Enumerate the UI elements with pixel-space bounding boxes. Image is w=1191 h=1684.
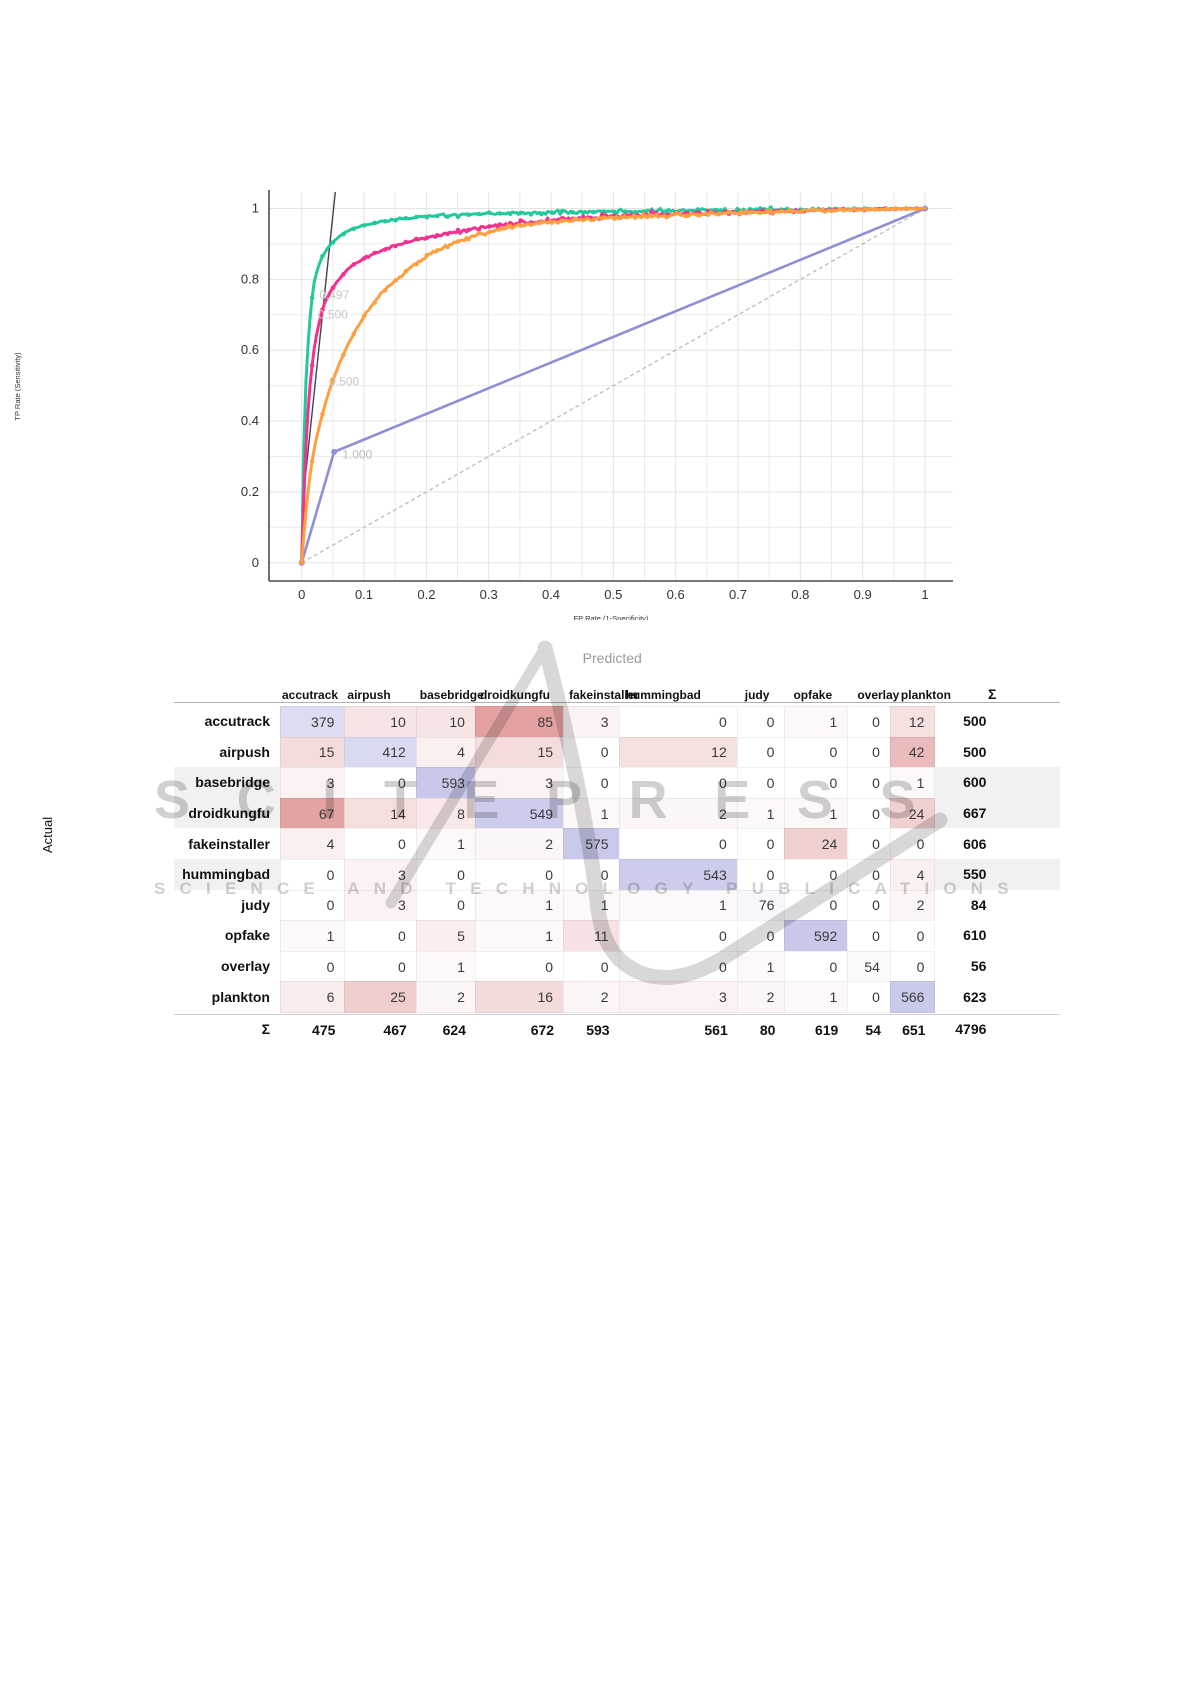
svg-text:0.4: 0.4	[542, 587, 560, 602]
svg-text:0.8: 0.8	[241, 271, 259, 286]
svg-text:0: 0	[252, 555, 259, 570]
svg-text:0.6: 0.6	[667, 587, 685, 602]
svg-text:1: 1	[252, 201, 259, 216]
svg-text:0.497: 0.497	[319, 288, 349, 302]
svg-text:0.7: 0.7	[729, 587, 747, 602]
svg-text:FP Rate (1-Specificity): FP Rate (1-Specificity)	[574, 614, 649, 620]
svg-text:0.2: 0.2	[241, 484, 259, 499]
svg-text:0.2: 0.2	[417, 587, 435, 602]
svg-text:0.8: 0.8	[791, 587, 809, 602]
svg-text:1.000: 1.000	[342, 447, 372, 461]
svg-text:0.500: 0.500	[329, 375, 359, 389]
svg-text:0.1: 0.1	[355, 587, 373, 602]
svg-text:0.5: 0.5	[604, 587, 622, 602]
svg-text:0.500: 0.500	[318, 307, 348, 321]
svg-text:0.9: 0.9	[854, 587, 872, 602]
svg-text:1: 1	[921, 587, 928, 602]
svg-text:0.3: 0.3	[480, 587, 498, 602]
svg-text:TP Rate (Sensitivity): TP Rate (Sensitivity)	[13, 352, 22, 421]
svg-text:0.4: 0.4	[241, 413, 259, 428]
svg-text:0: 0	[298, 587, 305, 602]
svg-text:0.6: 0.6	[241, 342, 259, 357]
